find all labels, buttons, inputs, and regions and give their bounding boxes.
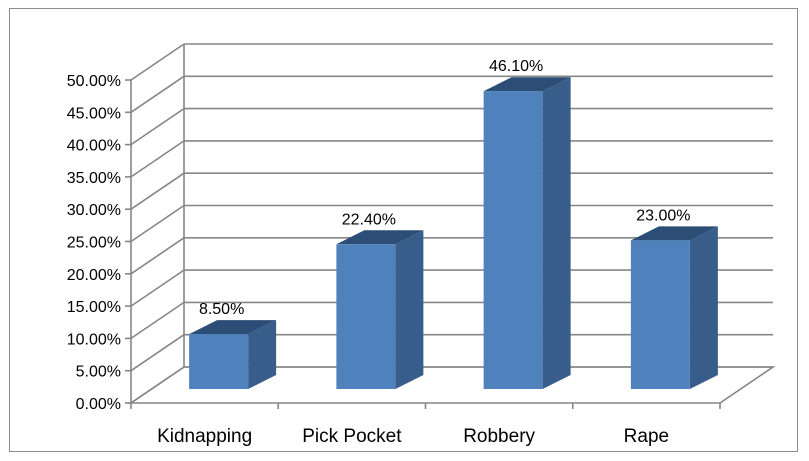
y-tick-label: 30.00%: [67, 202, 121, 219]
x-category-label: Rape: [624, 426, 669, 447]
gridline-diagonal: [130, 107, 185, 146]
bar: [189, 334, 249, 389]
gridline-diagonal: [130, 301, 185, 340]
y-tick-label: 0.00%: [76, 396, 121, 413]
data-label: 23.00%: [636, 207, 690, 224]
bar-top: [336, 230, 424, 245]
y-tick-label: 50.00%: [67, 73, 121, 90]
gridline-diagonal: [130, 75, 185, 113]
y-tick-label: 40.00%: [67, 138, 121, 155]
gridline-diagonal: [130, 269, 185, 307]
bar-top: [483, 77, 571, 92]
gridline-diagonal: [130, 204, 185, 243]
bar-side: [395, 230, 424, 389]
bar-side: [689, 226, 718, 389]
gridline-diagonal: [130, 43, 185, 81]
bar-side: [248, 320, 277, 389]
y-tick-label: 10.00%: [67, 331, 121, 348]
x-category-label: Robbery: [463, 426, 535, 447]
data-label: 22.40%: [342, 211, 396, 228]
chart-floor: [128, 366, 776, 404]
y-tick-label: 5.00%: [76, 364, 121, 381]
data-label: 46.10%: [489, 58, 543, 75]
y-tick-label: 20.00%: [67, 267, 121, 284]
bar-top: [630, 226, 718, 241]
y-tick-label: 45.00%: [67, 105, 121, 122]
gridline-diagonal: [130, 140, 185, 178]
bar: [483, 91, 543, 389]
y-tick-label: 15.00%: [67, 299, 121, 316]
gridline-diagonal: [130, 237, 185, 275]
gridline-diagonal: [130, 334, 185, 372]
y-tick-label: 35.00%: [67, 170, 121, 187]
x-category-label: Kidnapping: [157, 426, 252, 447]
bar: [336, 244, 396, 389]
bar-top: [189, 320, 277, 335]
y-tick-label: 25.00%: [67, 235, 121, 252]
bar-side: [542, 77, 571, 389]
x-category-label: Pick Pocket: [302, 426, 402, 447]
data-label: 8.50%: [199, 301, 244, 318]
bar: [630, 240, 690, 389]
gridline-diagonal: [130, 172, 185, 210]
